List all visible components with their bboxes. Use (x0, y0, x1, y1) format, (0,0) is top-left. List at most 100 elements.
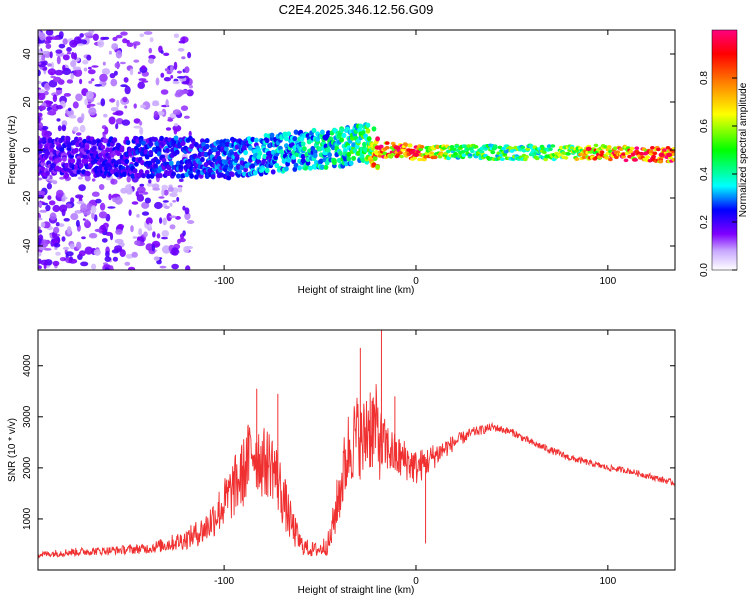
ridge-cell (112, 137, 118, 143)
ridge-cell (45, 170, 50, 176)
ridge-cell (74, 147, 79, 153)
noise-blob (144, 197, 151, 204)
noise-blob (62, 64, 66, 71)
ridge-cell (651, 154, 656, 159)
ridge-cell (650, 146, 655, 150)
noise-blob (75, 132, 82, 136)
ridge-cell (558, 145, 564, 150)
noise-blob (61, 124, 67, 132)
noise-blob (173, 128, 178, 135)
ridge-cell (65, 136, 71, 142)
noise-blob (112, 36, 118, 42)
noise-blob (177, 70, 182, 74)
ridge-cell (158, 172, 163, 179)
noise-blob (38, 190, 46, 196)
ridge-cell (130, 173, 136, 179)
ridge-cell (95, 172, 101, 178)
ridge-cell (70, 158, 76, 164)
ridge-cell (574, 157, 580, 161)
noise-blob (91, 263, 97, 270)
ridge-cell (284, 136, 289, 142)
ridge-peak (658, 152, 665, 157)
ridge-cell (300, 141, 306, 147)
ridge-cell (105, 162, 110, 168)
noise-blob (40, 239, 49, 248)
spectrogram-y-axis-label: Frequency (Hz) (7, 116, 18, 185)
noise-blob (143, 31, 153, 35)
noise-blob (49, 212, 57, 221)
noise-blob (109, 73, 116, 79)
noise-blob (126, 175, 131, 183)
ridge-cell (168, 160, 174, 166)
ridge-cell (453, 152, 458, 156)
ridge-cell (264, 167, 270, 174)
noise-blob (91, 211, 95, 220)
noise-blob (162, 245, 171, 254)
ridge-cell (300, 153, 306, 160)
ridge-cell (83, 158, 89, 164)
noise-blob (65, 203, 72, 209)
noise-blob (44, 248, 52, 251)
ridge-cell (147, 160, 153, 166)
noise-blob (103, 113, 108, 118)
spectrogram-plot-area (38, 30, 675, 270)
ridge-cell (166, 164, 172, 171)
noise-blob (114, 62, 121, 69)
noise-blob (76, 241, 82, 250)
ridge-cell (466, 144, 472, 148)
noise-blob (71, 51, 75, 60)
ridge-cell (201, 141, 207, 148)
noise-blob (91, 78, 95, 82)
ridge-cell (429, 151, 434, 155)
noise-blob (104, 256, 112, 262)
snr-x-ticks: -100 0 100 (214, 330, 617, 587)
ridge-cell (398, 150, 403, 155)
noise-blob (141, 201, 150, 209)
ridge-cell (454, 144, 460, 149)
y-tick-label: 2000 (22, 456, 33, 479)
ridge-cell (210, 174, 216, 180)
noise-blob (75, 210, 81, 214)
noise-blob (40, 221, 46, 228)
noise-blob (38, 217, 43, 221)
noise-blob (162, 217, 167, 226)
noise-blob (160, 50, 164, 54)
ridge-cell (652, 151, 658, 156)
ridge-cell (117, 158, 122, 165)
ridge-cell (639, 151, 644, 156)
ridge-cell (176, 160, 181, 166)
ridge-cell (320, 129, 325, 135)
noise-blob (68, 115, 77, 119)
ridge-cell (164, 136, 169, 143)
noise-blob (133, 103, 137, 109)
noise-blob (141, 65, 146, 70)
ridge-cell (419, 145, 425, 149)
ridge-cell (318, 158, 324, 164)
y-tick-label: -20 (22, 190, 33, 205)
noise-blob (146, 182, 153, 187)
noise-blob (169, 224, 176, 230)
ridge-cell (311, 127, 317, 133)
ridge-cell (606, 145, 612, 149)
noise-blob (171, 263, 179, 270)
noise-blob (124, 261, 131, 266)
ridge-cell (144, 169, 150, 175)
ridge-cell (358, 123, 364, 129)
ridge-cell (521, 148, 527, 153)
noise-blob (159, 217, 163, 224)
ridge-cell (520, 145, 526, 150)
noise-blob (38, 265, 42, 270)
noise-blob (161, 184, 168, 190)
noise-blob (165, 127, 172, 131)
ridge-cell (604, 156, 610, 160)
noise-blob (66, 79, 74, 84)
x-tick-label: -100 (214, 276, 234, 287)
ridge-cell (50, 143, 55, 149)
ridge-cell (225, 141, 231, 147)
ridge-cell (323, 164, 329, 170)
x-tick-label: -100 (214, 576, 234, 587)
ridge-cell (375, 164, 380, 170)
noise-blob (38, 177, 43, 181)
ridge-cell (242, 171, 247, 177)
ridge-cell (74, 136, 79, 142)
